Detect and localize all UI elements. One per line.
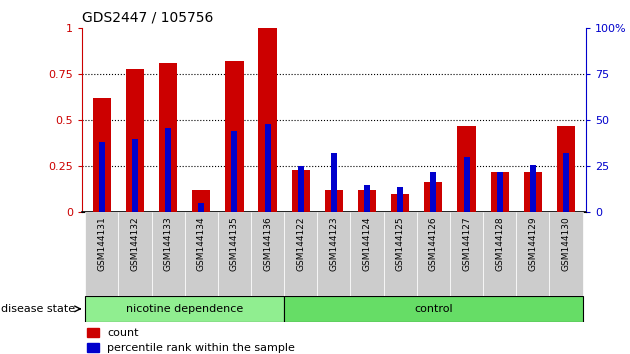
Text: nicotine dependence: nicotine dependence (126, 304, 243, 314)
Text: control: control (414, 304, 453, 314)
Bar (358, 190, 376, 212)
FancyBboxPatch shape (284, 296, 583, 322)
Bar (557, 126, 575, 212)
Bar (165, 128, 171, 212)
FancyBboxPatch shape (516, 212, 549, 296)
FancyBboxPatch shape (218, 212, 251, 296)
FancyBboxPatch shape (549, 212, 583, 296)
Bar (530, 165, 536, 212)
Legend: count, percentile rank within the sample: count, percentile rank within the sample (88, 328, 295, 353)
Bar (364, 185, 370, 212)
FancyBboxPatch shape (417, 212, 450, 296)
Text: GSM144124: GSM144124 (362, 217, 372, 271)
Text: GDS2447 / 105756: GDS2447 / 105756 (82, 10, 214, 24)
Text: GSM144127: GSM144127 (462, 217, 471, 271)
Text: GSM144136: GSM144136 (263, 217, 272, 271)
Bar (265, 124, 270, 212)
Bar (563, 154, 569, 212)
Text: GSM144132: GSM144132 (130, 217, 139, 271)
FancyBboxPatch shape (384, 212, 417, 296)
Bar (132, 139, 138, 212)
Bar (93, 98, 111, 212)
FancyBboxPatch shape (284, 212, 318, 296)
Bar (231, 131, 238, 212)
Text: GSM144123: GSM144123 (329, 217, 338, 271)
FancyBboxPatch shape (450, 212, 483, 296)
Bar (524, 172, 542, 212)
FancyBboxPatch shape (152, 212, 185, 296)
Text: GSM144125: GSM144125 (396, 217, 404, 271)
Bar (331, 154, 337, 212)
FancyBboxPatch shape (85, 212, 118, 296)
Bar (464, 157, 469, 212)
Text: GSM144134: GSM144134 (197, 217, 206, 271)
Bar (496, 172, 503, 212)
FancyBboxPatch shape (483, 212, 516, 296)
Text: disease state: disease state (1, 304, 75, 314)
Text: GSM144122: GSM144122 (296, 217, 306, 271)
FancyBboxPatch shape (251, 212, 284, 296)
FancyBboxPatch shape (118, 212, 152, 296)
Text: GSM144130: GSM144130 (561, 217, 571, 271)
Text: GSM144126: GSM144126 (429, 217, 438, 271)
FancyBboxPatch shape (85, 296, 284, 322)
FancyBboxPatch shape (185, 212, 218, 296)
Text: GSM144133: GSM144133 (164, 217, 173, 271)
Bar (99, 142, 105, 212)
Bar (325, 190, 343, 212)
Text: GSM144128: GSM144128 (495, 217, 504, 271)
Text: GSM144135: GSM144135 (230, 217, 239, 271)
Bar (258, 28, 277, 212)
Text: GSM144129: GSM144129 (529, 217, 537, 271)
FancyBboxPatch shape (318, 212, 350, 296)
Bar (226, 62, 244, 212)
Bar (126, 69, 144, 212)
Bar (298, 166, 304, 212)
Bar (159, 63, 177, 212)
Bar (292, 170, 310, 212)
Bar (457, 126, 476, 212)
Bar (491, 172, 509, 212)
Bar (398, 187, 403, 212)
Bar (391, 194, 410, 212)
FancyBboxPatch shape (350, 212, 384, 296)
Text: GSM144131: GSM144131 (97, 217, 106, 271)
Bar (198, 203, 204, 212)
Bar (192, 190, 210, 212)
Bar (424, 182, 442, 212)
Bar (430, 172, 437, 212)
